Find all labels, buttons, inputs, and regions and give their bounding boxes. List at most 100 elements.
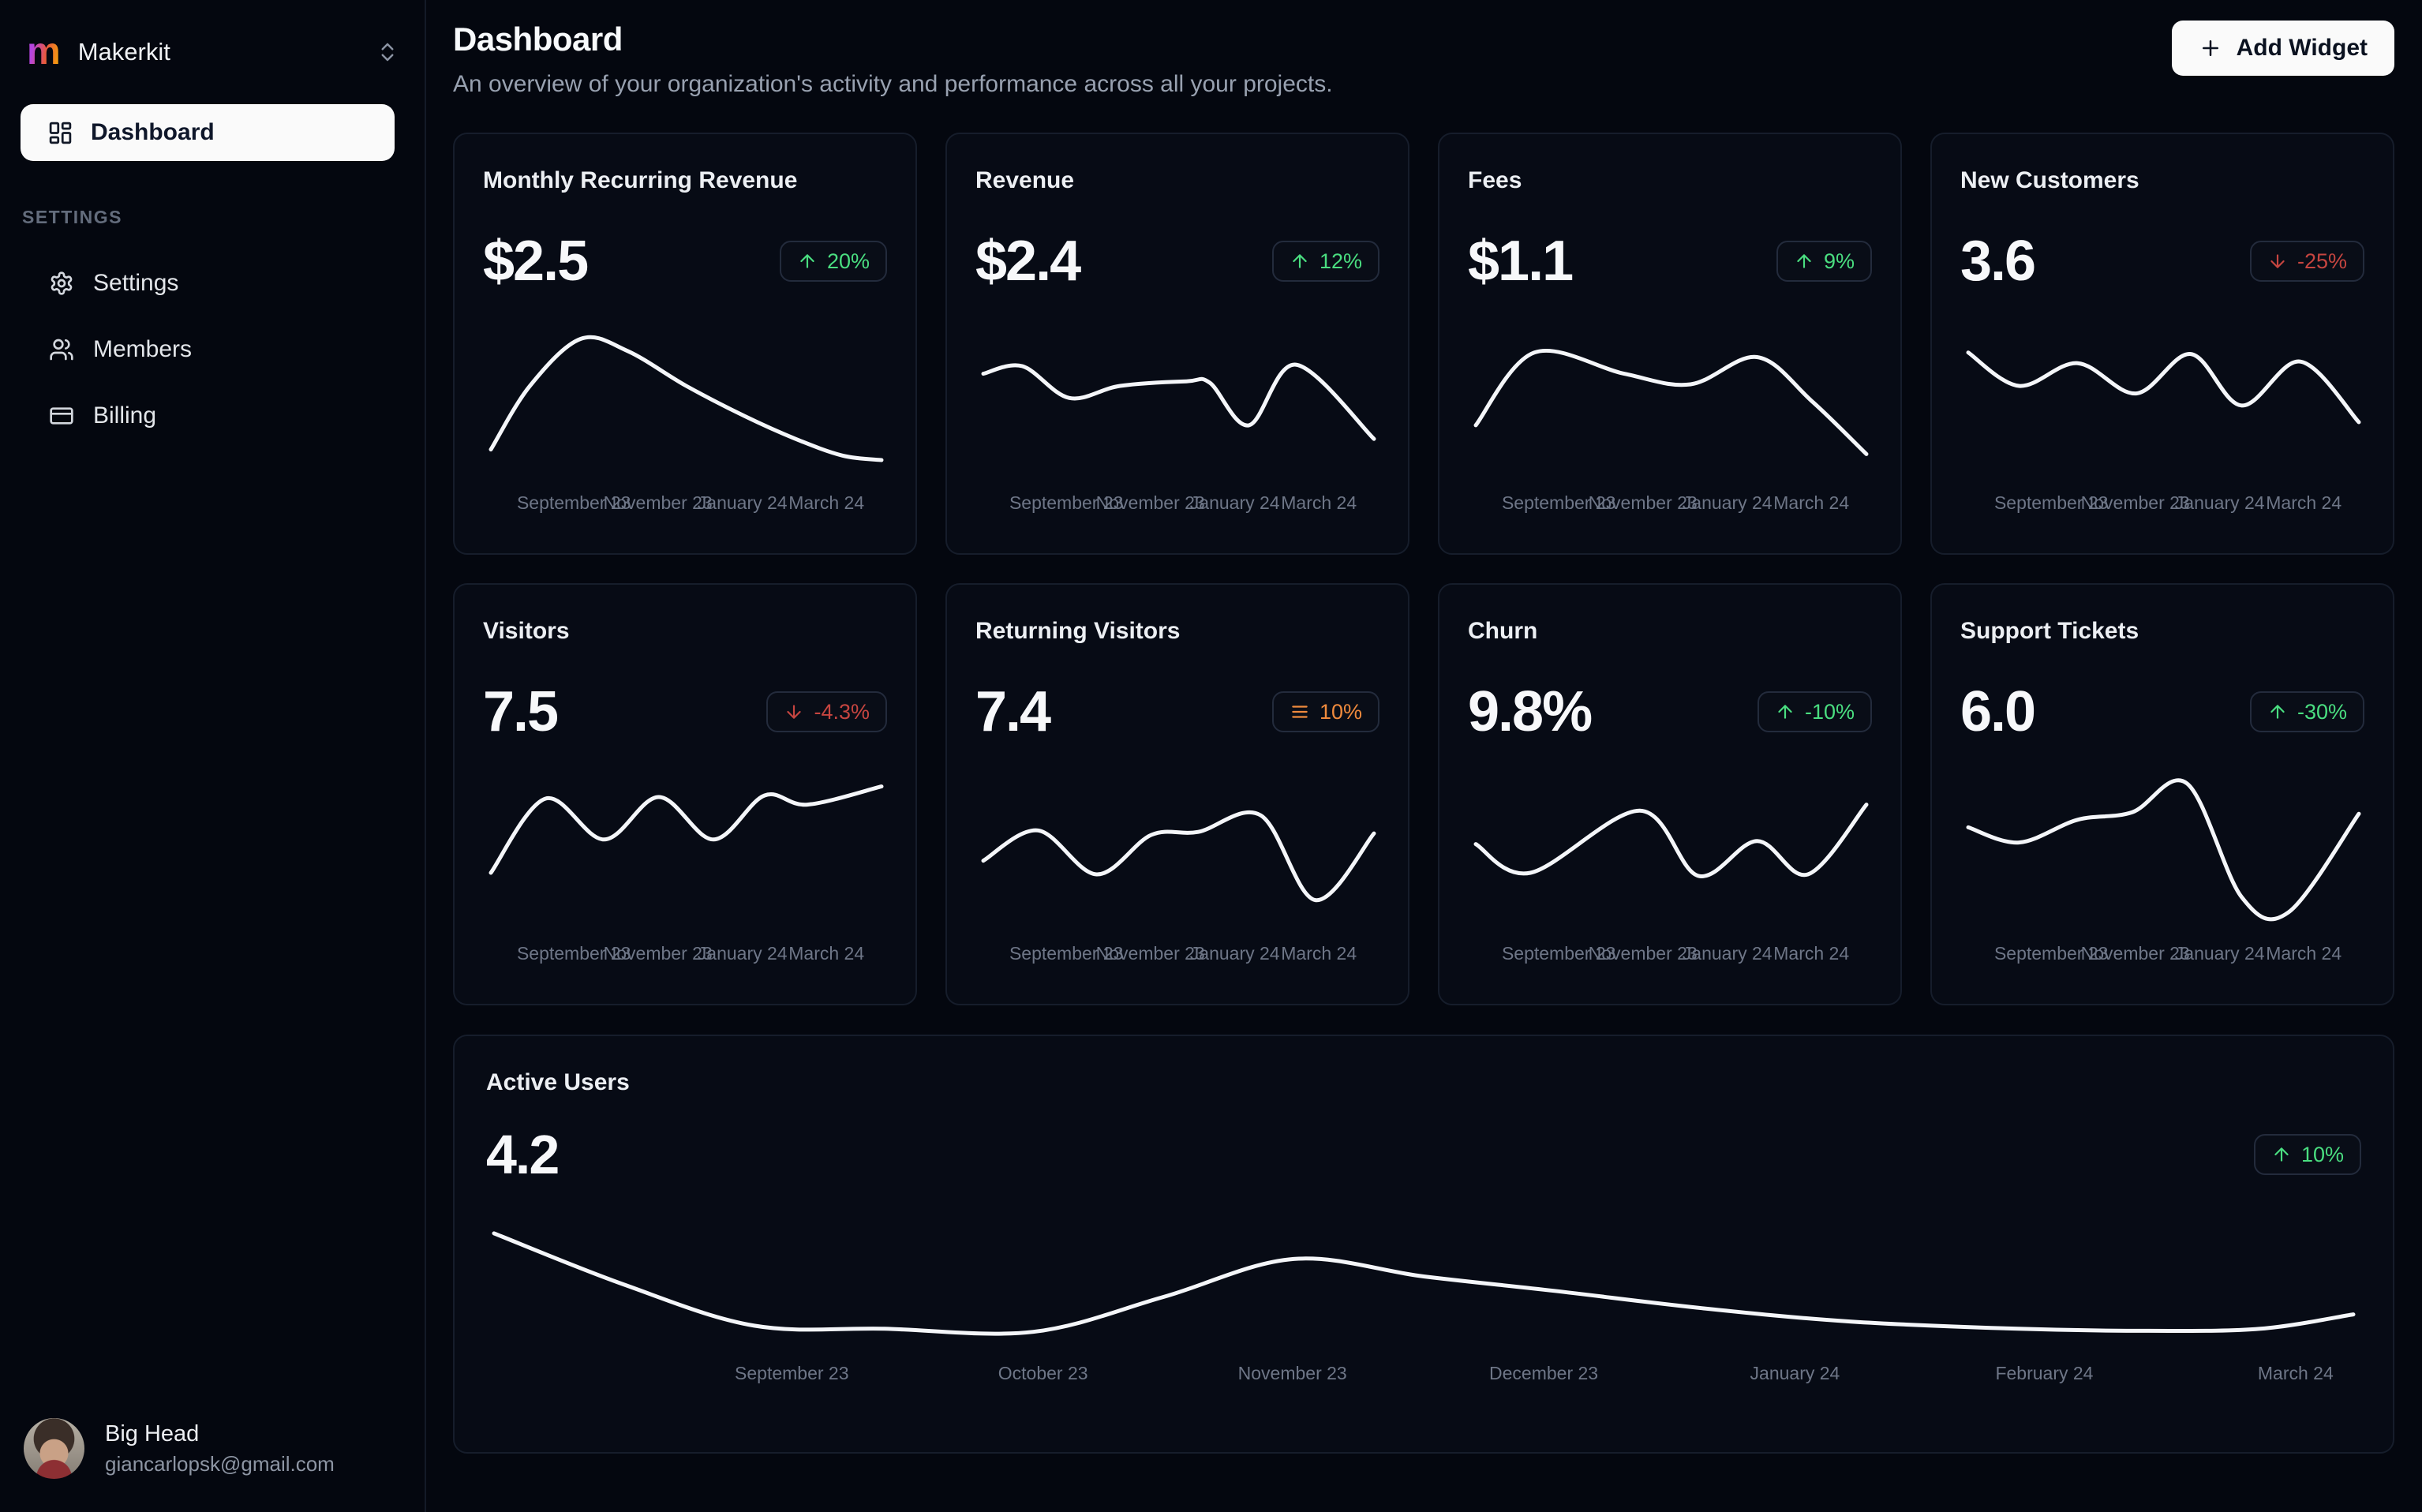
trend-badge-value: -4.3%	[814, 699, 870, 724]
x-axis-tick-label: November 23	[603, 492, 713, 513]
x-axis-labels: September 23 November 23 January 24 March 2…	[483, 943, 887, 967]
card-title: Revenue	[975, 167, 1075, 193]
chevrons-up-down-icon	[381, 43, 394, 62]
card-value: 7.4	[975, 680, 1051, 743]
line-chart	[981, 362, 1376, 441]
x-axis-labels: September 23 November 23 January 24 March 2…	[1468, 492, 1872, 516]
chevrons-up-down-icon[interactable]	[376, 40, 399, 64]
arrow-up-icon	[1778, 705, 1792, 719]
x-axis-tick-label: January 24	[1189, 492, 1280, 513]
sidebar-item-dashboard[interactable]: Dashboard	[21, 104, 395, 161]
trend-badge-value: 9%	[1823, 249, 1855, 273]
page-header-text: Dashboard An overview of your organizati…	[453, 21, 1333, 98]
x-axis-tick-label: March 24	[1773, 943, 1850, 964]
card-chart	[1468, 771, 1872, 938]
x-axis-labels: September 23 November 23 January 24 March 2…	[483, 492, 887, 516]
arrow-up-icon	[800, 254, 814, 268]
sidebar-item-billing[interactable]: Billing	[21, 389, 395, 443]
line-chart	[1966, 778, 2361, 922]
sidebar-item-label: Members	[93, 336, 193, 362]
card-title: Visitors	[483, 618, 570, 644]
x-axis-tick-label: March 24	[2266, 492, 2342, 513]
sidebar-item-settings[interactable]: Settings	[21, 256, 395, 310]
metric-card: Returning Visitors 7.4 10% September 23 Nove…	[945, 583, 1409, 1005]
workspace-name: Makerkit	[77, 38, 170, 65]
sidebar-settings-nav: Settings Members Billing	[0, 256, 425, 443]
metric-card: Visitors 7.5 -4.3% September 23 November 23 J…	[453, 583, 917, 1005]
trend-badge-value: -25%	[2297, 249, 2347, 273]
card-title: Returning Visitors	[975, 618, 1181, 644]
x-axis-tick-label: September 23	[1993, 492, 2109, 513]
card-value-row: 9.8% -10%	[1468, 679, 1872, 744]
active-users-card-slot: Active Users 4.2 10% September 23 October 23…	[453, 1005, 2394, 1454]
card-value: 4.2	[486, 1124, 560, 1185]
x-axis-tick-label: March 24	[1773, 492, 1850, 513]
x-axis-tick-label: March 24	[788, 943, 865, 964]
users-icon	[49, 337, 74, 362]
makerkit-logo: m	[27, 31, 61, 73]
add-widget-label: Add Widget	[2236, 35, 2368, 61]
active-users-card: Active Users 4.2 10% September 23 October 23…	[453, 1035, 2394, 1454]
add-widget-button[interactable]: Add Widget	[2171, 21, 2394, 76]
sidebar: m Makerkit Dashboard SETTINGS Settings M…	[0, 0, 426, 1512]
x-axis-tick-label: February 24	[1995, 1363, 2094, 1383]
x-axis-tick-label: March 24	[1281, 943, 1357, 964]
card-title: Churn	[1468, 618, 1538, 644]
x-axis-tick-label: December 23	[1489, 1363, 1599, 1383]
x-axis-tick-label: November 23	[1095, 943, 1205, 964]
card-value-row: $2.4 12%	[975, 229, 1379, 294]
x-axis-tick-label: September 23	[735, 1363, 849, 1383]
line-chart	[492, 1231, 2356, 1336]
page-header: Dashboard An overview of your organizati…	[453, 21, 2394, 98]
card-value-row: 3.6 -25%	[1960, 229, 2364, 294]
trend-badge: -25%	[2249, 241, 2364, 282]
card-title: Support Tickets	[1960, 618, 2139, 644]
x-axis-tick-label: January 24	[697, 492, 788, 513]
x-axis-tick-label: January 24	[2174, 492, 2265, 513]
gear-icon	[49, 271, 74, 296]
x-axis-tick-label: November 23	[1095, 492, 1205, 513]
card-chart	[975, 320, 1379, 488]
metric-cards-grid: Monthly Recurring Revenue $2.5 20% Septembe…	[453, 133, 2394, 1005]
trend-badge: -30%	[2249, 691, 2364, 732]
x-axis-tick-label: January 24	[1750, 1363, 1840, 1383]
card-value: 3.6	[1960, 230, 2036, 293]
workspace-selector[interactable]: m Makerkit	[0, 0, 425, 71]
x-axis-tick-label: January 24	[1682, 943, 1773, 964]
x-axis-tick-label: November 23	[1237, 1363, 1347, 1383]
x-axis-tick-label: January 24	[2174, 943, 2265, 964]
sidebar-item-label: Settings	[93, 270, 179, 296]
x-axis-tick-label: January 24	[1682, 492, 1773, 513]
card-chart	[1960, 771, 2364, 938]
card-title: Monthly Recurring Revenue	[483, 167, 798, 193]
x-axis-tick-label: September 23	[1993, 943, 2109, 964]
user-avatar	[24, 1418, 84, 1479]
arrow-down-icon	[787, 705, 802, 719]
users-icon	[50, 339, 73, 361]
card-chart	[483, 771, 887, 938]
x-axis-tick-label: November 23	[1588, 943, 1698, 964]
x-axis-tick-label: November 23	[2080, 943, 2190, 964]
card-title: Fees	[1468, 167, 1522, 193]
line-chart	[1473, 803, 1869, 878]
line-chart	[1966, 350, 2361, 425]
x-axis-tick-label: September 23	[1009, 492, 1124, 513]
card-chart	[483, 320, 887, 488]
x-axis-labels: September 23 November 23 January 24 March 2…	[975, 943, 1379, 967]
card-value-row: 7.5 -4.3%	[483, 679, 887, 744]
x-axis-tick-label: March 24	[2266, 943, 2342, 964]
x-axis-tick-label: March 24	[1281, 492, 1357, 513]
trend-badge-value: 10%	[2300, 1142, 2344, 1166]
line-chart	[489, 335, 884, 462]
trend-badge: -10%	[1757, 691, 1872, 732]
user-email: giancarlopsk@gmail.com	[105, 1451, 335, 1476]
card-value-row: $1.1 9%	[1468, 229, 1872, 294]
card-value: 6.0	[1960, 680, 2036, 743]
credit-card-icon	[49, 403, 74, 429]
trend-badge: -4.3%	[766, 691, 887, 732]
metric-card: Revenue $2.4 12% September 23 November 23 Jan…	[945, 133, 1409, 555]
trend-badge-value: -30%	[2297, 699, 2347, 724]
page-subtitle: An overview of your organization's activ…	[453, 71, 1333, 97]
sidebar-item-members[interactable]: Members	[21, 323, 395, 376]
user-menu[interactable]: Big Head giancarlopsk@gmail.com	[0, 1399, 425, 1512]
